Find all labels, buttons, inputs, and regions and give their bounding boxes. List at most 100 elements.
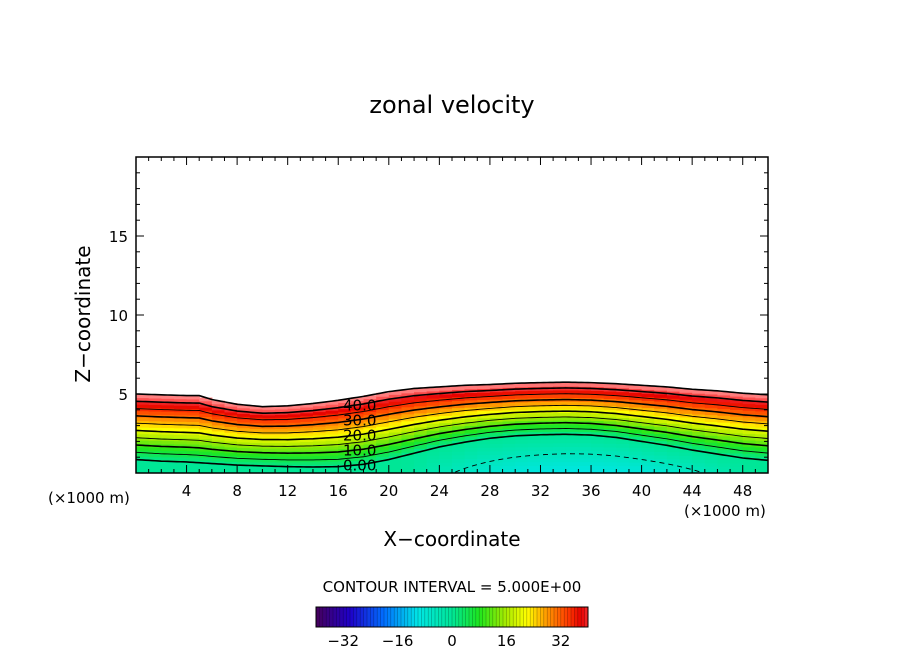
velocity-cell [211, 430, 226, 435]
velocity-cell [464, 454, 478, 459]
colorbar-swatch [333, 607, 337, 627]
colorbar-swatch [479, 607, 483, 627]
velocity-cell [666, 462, 681, 467]
velocity-cell [603, 390, 617, 396]
velocity-cell [199, 466, 213, 471]
velocity-cell [679, 399, 693, 404]
velocity-cell [717, 394, 731, 399]
velocity-cell [641, 418, 655, 423]
velocity-cell [717, 411, 731, 416]
velocity-cell [376, 426, 390, 431]
velocity-cell [401, 466, 415, 471]
velocity-cell [148, 430, 162, 435]
velocity-cell [312, 455, 327, 459]
velocity-cell [136, 404, 150, 408]
velocity-cell [641, 454, 655, 460]
velocity-cell [136, 446, 150, 451]
velocity-cell [489, 461, 504, 467]
velocity-cell [717, 462, 731, 467]
velocity-cell [363, 456, 377, 461]
velocity-cell [300, 461, 314, 465]
velocity-cell [742, 406, 756, 411]
velocity-cell [578, 435, 592, 440]
velocity-cell [300, 470, 314, 473]
velocity-cell [224, 470, 238, 473]
contour-line [136, 421, 768, 454]
velocity-cell [224, 426, 238, 430]
velocity-cell [211, 418, 226, 423]
velocity-cell [262, 461, 276, 466]
velocity-cell [603, 431, 617, 437]
velocity-cell [173, 450, 188, 455]
velocity-cell [161, 420, 175, 425]
velocity-cell [300, 441, 314, 445]
velocity-cell [515, 394, 529, 399]
velocity-cell [692, 459, 706, 464]
colorbar-swatch [523, 607, 528, 627]
velocity-cell [527, 442, 542, 448]
velocity-cell [312, 470, 327, 473]
velocity-cell [666, 419, 681, 424]
velocity-cell [426, 390, 440, 396]
velocity-cell [692, 424, 706, 429]
velocity-cell [161, 430, 175, 435]
velocity-cell [224, 461, 238, 465]
velocity-cell [439, 390, 453, 395]
velocity-cell [616, 458, 630, 463]
velocity-cell [363, 463, 377, 468]
contour-line [454, 453, 702, 473]
velocity-cell [414, 427, 428, 432]
colorbar-swatch [384, 607, 388, 627]
velocity-cell [578, 405, 592, 410]
velocity-cell [211, 466, 226, 471]
velocity-cell [426, 423, 440, 428]
velocity-cell [704, 424, 719, 429]
velocity-cell [414, 388, 428, 393]
velocity-cell [237, 458, 251, 463]
velocity-cell [136, 427, 150, 431]
x-tick-label: 48 [733, 482, 752, 500]
velocity-cell [414, 451, 428, 456]
velocity-cell [489, 421, 504, 426]
velocity-cell [628, 439, 643, 445]
velocity-cell [755, 407, 768, 412]
velocity-cell [173, 440, 188, 445]
velocity-cell [275, 453, 289, 457]
velocity-cell [591, 401, 605, 407]
velocity-cell [515, 424, 529, 429]
velocity-cell [603, 409, 617, 414]
colorbar-swatch [356, 607, 361, 627]
velocity-cell [502, 417, 516, 422]
x-tick-label: 12 [278, 482, 297, 500]
chart-title: zonal velocity [369, 91, 534, 119]
velocity-cell [502, 458, 516, 463]
velocity-cell [199, 460, 213, 465]
velocity-cell [148, 459, 162, 464]
velocity-cell [401, 413, 415, 418]
velocity-cell [388, 397, 403, 402]
velocity-cell [692, 427, 706, 432]
velocity-cell [312, 461, 327, 465]
velocity-cell [502, 413, 516, 418]
velocity-cell [376, 416, 390, 421]
colorbar-swatch [574, 607, 579, 627]
velocity-cell [464, 403, 478, 408]
velocity-cell [363, 401, 377, 406]
colorbar-swatch [424, 607, 429, 627]
velocity-cell [211, 400, 226, 405]
colorbar-ticks: −32 −16 0 16 32 [327, 632, 570, 650]
velocity-cell [350, 435, 365, 439]
velocity-cell [186, 427, 200, 432]
velocity-cell [325, 431, 339, 435]
velocity-cell [452, 432, 466, 438]
velocity-cell [477, 403, 491, 408]
colorbar-swatch [387, 607, 392, 627]
velocity-cell [312, 405, 327, 410]
velocity-cell [527, 450, 542, 455]
velocity-cell [755, 436, 768, 441]
velocity-cell [565, 435, 579, 440]
velocity-cell [692, 413, 706, 419]
velocity-cell [628, 443, 643, 448]
velocity-cell [692, 403, 706, 408]
colorbar-swatch [448, 607, 453, 627]
